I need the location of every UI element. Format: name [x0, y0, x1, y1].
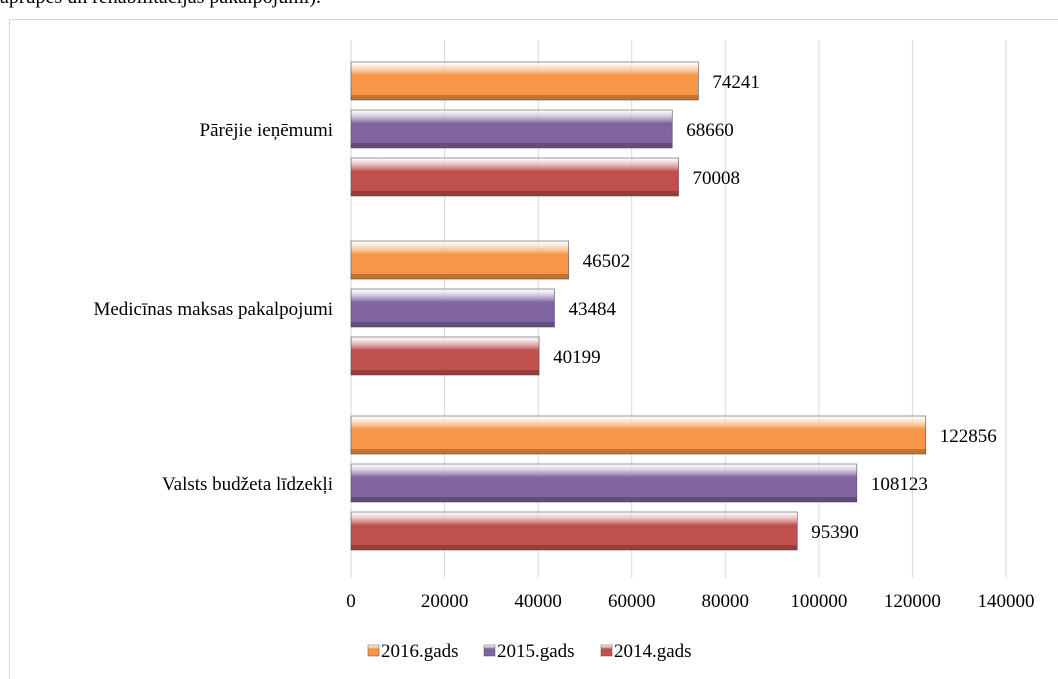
bar-shade: [351, 95, 699, 100]
bar-shade: [351, 274, 569, 279]
bar-shade: [351, 191, 679, 196]
category-labels: Valsts budžeta līdzekļi Medicīnas maksas …: [93, 120, 333, 495]
tick-labels: 0 20000 40000 60000 80000 100000 120000 140000: [346, 591, 1034, 612]
value-labels: 122856 108123 95390 46502 43484 40199 74241 686…: [553, 72, 997, 543]
bar-2015-gads-valsts-budzeta-lidzekli: [350, 463, 858, 503]
legend-swatch-2016-gads: [367, 644, 380, 657]
value-label-2014-gads-valsts-budzeta-lidzekli: 95390: [811, 522, 859, 543]
bar-shade: [351, 370, 540, 375]
bar-2014-gads-parejie-ienemumi: [350, 157, 679, 197]
value-label-2016-gads-valsts-budzeta-lidzekli: 122856: [940, 426, 997, 447]
bar-shade: [351, 497, 857, 502]
bar-2016-gads-parejie-ienemumi: [350, 61, 699, 101]
x-tick-label: 60000: [608, 591, 656, 612]
bar-2016-gads-valsts-budzeta-lidzekli: [350, 415, 927, 455]
header-text: aprūpes un rehabilitācijas pakalpojumi).: [0, 0, 321, 9]
x-tick-label: 80000: [702, 591, 750, 612]
x-tick-label: 0: [346, 591, 356, 612]
bar-2014-gads-valsts-budzeta-lidzekli: [350, 511, 798, 551]
legend-swatch-2014-gads: [600, 644, 613, 657]
value-label-2015-gads-valsts-budzeta-lidzekli: 108123: [871, 474, 928, 495]
bar-2015-gads-medicinas-maksas-pakalpojumi: [350, 288, 555, 328]
bar-2015-gads-parejie-ienemumi: [350, 109, 673, 149]
value-label-2016-gads-medicinas-maksas-pakalpojumi: 46502: [583, 251, 631, 272]
value-label-2015-gads-parejie-ienemumi: 68660: [686, 120, 734, 141]
bar-shade: [351, 449, 926, 454]
legend-label-2014-gads: 2014.gads: [614, 641, 692, 662]
x-tick-label: 140000: [978, 591, 1035, 612]
bar-shade: [351, 322, 555, 327]
bar-2014-gads-medicinas-maksas-pakalpojumi: [350, 336, 540, 376]
value-label-2014-gads-parejie-ienemumi: 70008: [693, 168, 741, 189]
bars: [350, 61, 927, 551]
value-label-2015-gads-medicinas-maksas-pakalpojumi: 43484: [568, 299, 616, 320]
x-tick-label: 40000: [514, 591, 562, 612]
legend-label-2015-gads: 2015.gads: [497, 641, 575, 662]
legend-label-2016-gads: 2016.gads: [381, 641, 459, 662]
x-tick-label: 20000: [421, 591, 469, 612]
category-label-parejie-ienemumi: Pārējie ieņēmumi: [200, 120, 333, 141]
x-tick-label: 100000: [790, 591, 847, 612]
bar-shade: [351, 545, 798, 550]
bar-2016-gads-medicinas-maksas-pakalpojumi: [350, 240, 569, 280]
value-label-2014-gads-medicinas-maksas-pakalpojumi: 40199: [553, 347, 601, 368]
category-label-valsts-budzeta-lidzekli: Valsts budžeta līdzekļi: [162, 474, 333, 495]
legend-swatch-2015-gads: [483, 644, 496, 657]
bar-shade: [351, 143, 673, 148]
category-label-medicinas-maksas-pakalpojumi: Medicīnas maksas pakalpojumi: [93, 299, 333, 320]
chart-frame: [9, 19, 1058, 679]
legend: 2016.gads 2015.gads 2014.gads: [367, 641, 692, 662]
value-label-2016-gads-parejie-ienemumi: 74241: [712, 72, 760, 93]
x-tick-label: 120000: [884, 591, 941, 612]
